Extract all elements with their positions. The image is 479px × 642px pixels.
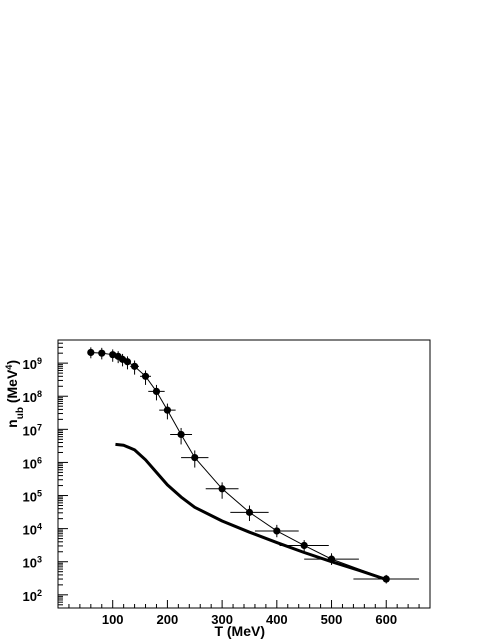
- x-tick-label: 200: [157, 612, 179, 627]
- data-point: [141, 372, 150, 380]
- y-axis-title-sup: 4: [4, 365, 14, 370]
- series-layer: [87, 347, 420, 584]
- plot-frame: [57, 339, 431, 609]
- y-axis-title: nub (MeV4): [4, 360, 26, 428]
- y-tick-label: 105: [23, 489, 42, 505]
- y-tick-label: 107: [23, 422, 42, 438]
- y-axis-title-base: n: [4, 419, 20, 428]
- y-tick-label: 106: [23, 455, 42, 471]
- data-point: [218, 485, 226, 493]
- x-tick-label: 500: [321, 612, 343, 627]
- y-axis-title-rest: (MeV: [4, 369, 20, 407]
- x-tick-label: 600: [375, 612, 397, 627]
- data-point: [273, 527, 281, 535]
- data-point: [130, 362, 139, 370]
- y-tick-label: 103: [23, 555, 42, 571]
- y-tick-label: 108: [23, 389, 42, 405]
- data-point: [191, 453, 199, 462]
- data-point: [163, 406, 172, 414]
- data-point: [245, 508, 254, 516]
- data-point: [98, 349, 106, 357]
- y-tick-label: 109: [23, 356, 42, 372]
- x-tick-label: 400: [266, 612, 288, 627]
- x-tick-label: 100: [102, 612, 124, 627]
- x-axis-title: T (MeV): [214, 623, 265, 639]
- y-tick-label: 104: [23, 522, 42, 538]
- data-point: [300, 541, 308, 550]
- y-tick-label: 102: [23, 588, 42, 604]
- data-point: [123, 358, 132, 366]
- data-point: [177, 430, 185, 439]
- x-tick-label: 300: [211, 612, 233, 627]
- data-connecting-line: [90, 351, 387, 580]
- y-axis-title-sub: ub: [15, 407, 26, 419]
- plot-area: [57, 339, 431, 609]
- y-axis-title-close: ): [4, 360, 20, 365]
- axes-layer: 100 200 300 400 500 600 102 103 104 105 106 107 108 1…: [23, 339, 420, 627]
- data-point: [152, 387, 161, 395]
- model-curve: [115, 442, 387, 581]
- data-point: [109, 351, 117, 359]
- data-point: [87, 348, 95, 357]
